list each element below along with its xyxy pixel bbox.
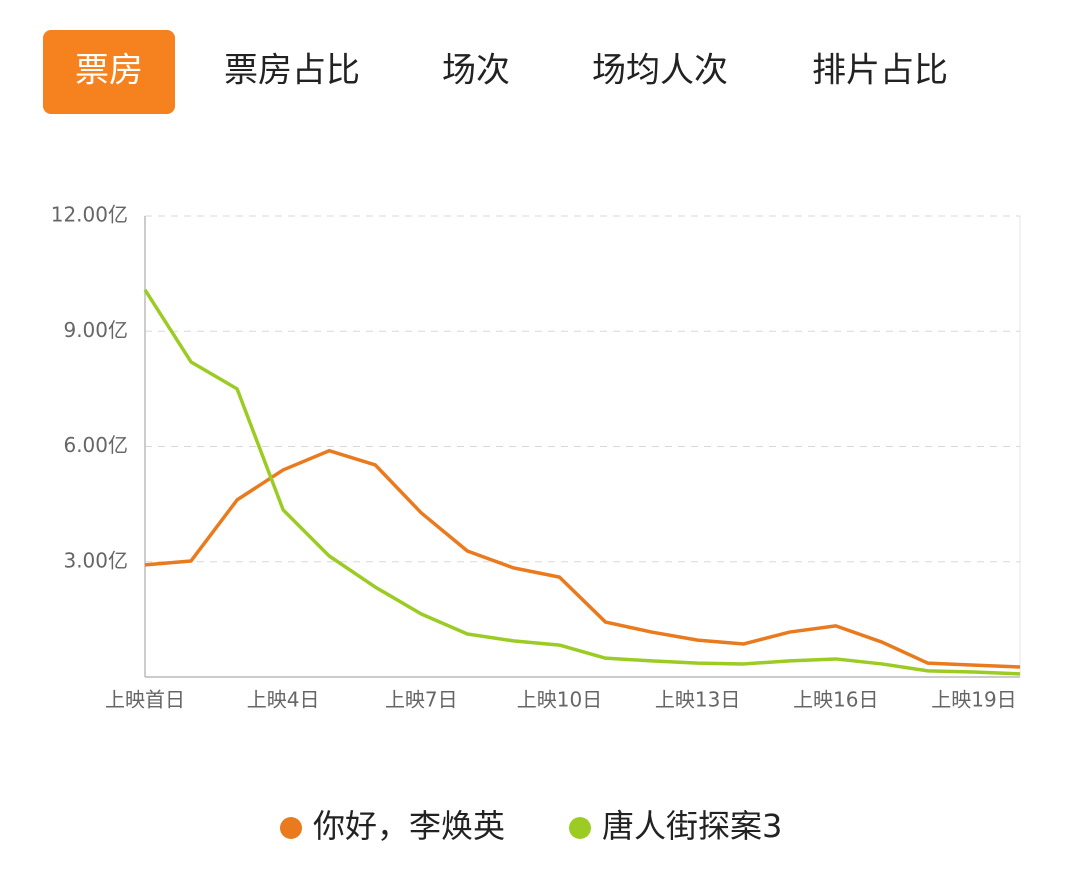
active-tab-bg [43, 30, 175, 114]
x-tick-label: 上映7日 [385, 688, 458, 712]
x-tick-label: 上映13日 [655, 688, 740, 712]
legend-marker [280, 817, 302, 839]
y-tick-label: 6.00亿 [63, 433, 128, 457]
x-tick-label: 上映19日 [931, 688, 1016, 712]
legend-label: 你好，李焕英 [313, 807, 505, 845]
series-line [143, 288, 1021, 676]
x-tick-label: 上映16日 [793, 688, 878, 712]
x-tick-label: 上映首日 [105, 688, 185, 712]
y-tick-label: 3.00亿 [63, 548, 128, 572]
tab[interactable]: 票房 [75, 51, 143, 91]
x-tick-label: 上映10日 [517, 688, 602, 712]
tab[interactable]: 票房占比 [224, 51, 360, 91]
legend-label: 唐人街探案3 [602, 807, 782, 845]
y-tick-label: 12.00亿 [51, 203, 128, 227]
legend-marker [569, 817, 591, 839]
x-tick-label: 上映4日 [247, 688, 320, 712]
tab[interactable]: 场均人次 [592, 51, 728, 91]
y-tick-label: 9.00亿 [63, 318, 128, 342]
tab[interactable]: 场次 [442, 51, 510, 91]
series-line [144, 448, 1021, 669]
tab[interactable]: 排片占比 [812, 51, 948, 91]
